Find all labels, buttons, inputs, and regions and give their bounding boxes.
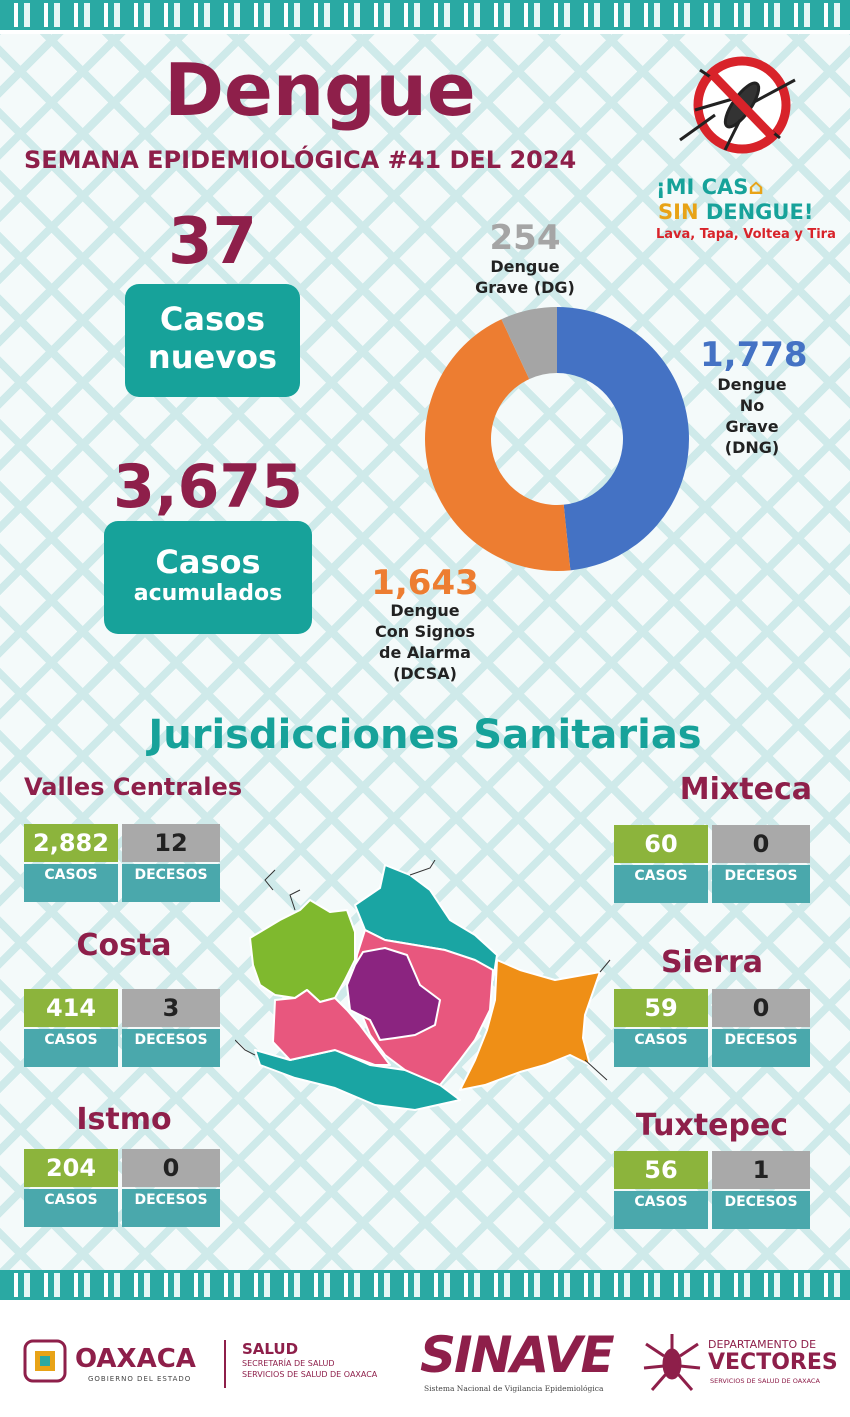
cases-value: 59 — [614, 989, 708, 1027]
valles-centrales-name: Valles Centrales — [24, 773, 243, 801]
new-cases-label-2: nuevos — [147, 338, 278, 376]
slice-dng — [557, 307, 690, 571]
map-region-mixteca — [249, 899, 356, 1003]
sinave-logo-sub: Sistema Nacional de Vigilancia Epidemiol… — [424, 1384, 604, 1393]
slice-dg — [501, 307, 557, 380]
new-cases-value: 37 — [167, 205, 258, 279]
salud-sub-1: SECRETARÍA DE SALUD — [242, 1359, 335, 1368]
oaxaca-jurisdictions-map — [235, 860, 611, 1111]
campaign-line-2: SIN DENGUE! — [658, 200, 814, 224]
dcsa-value-label: 1,643 — [371, 563, 479, 603]
no-mosquito-icon — [679, 56, 796, 154]
deaths-label: DECESOS — [122, 1029, 220, 1067]
dng-value-label: 1,778 — [700, 335, 808, 375]
costa-name: Costa — [76, 928, 172, 963]
sierra-name: Sierra — [660, 945, 764, 980]
oaxaca-seal-icon — [23, 1339, 67, 1383]
dg-value-label: 254 — [489, 218, 561, 258]
jurisdictions-title: Jurisdicciones Sanitarias — [148, 712, 702, 758]
cases-value: 60 — [614, 825, 708, 863]
valles-centrales-stats: 2,882 12 CASOS DECESOS — [24, 824, 220, 902]
cases-label: CASOS — [24, 1029, 118, 1067]
istmo-stats: 204 0 CASOS DECESOS — [24, 1149, 220, 1227]
deaths-label: DECESOS — [122, 1189, 220, 1227]
dg-category-label: Dengue Grave (DG) — [475, 257, 575, 297]
deaths-value: 3 — [122, 989, 220, 1027]
footer: OAXACA GOBIERNO DEL ESTADO SALUD SECRETA… — [0, 1300, 850, 1417]
new-cases-label-1: Casos — [159, 300, 266, 338]
house-icon: ⌂ — [748, 175, 764, 199]
total-cases-label-1: Casos — [155, 543, 261, 581]
dcsa-category-label: Dengue Con Signos de Alarma (DCSA) — [374, 601, 476, 683]
cases-label: CASOS — [614, 1191, 708, 1229]
cases-value: 414 — [24, 989, 118, 1027]
map-region-costa — [272, 989, 391, 1066]
deaths-label: DECESOS — [712, 1191, 810, 1229]
deaths-value: 12 — [122, 824, 220, 862]
tuxtepec-stats: 56 1 CASOS DECESOS — [614, 1151, 810, 1229]
deaths-label: DECESOS — [122, 864, 220, 902]
cases-value: 2,882 — [24, 824, 118, 862]
cases-label: CASOS — [614, 1029, 708, 1067]
cases-value: 204 — [24, 1149, 118, 1187]
vectores-line-3: SERVICIOS DE SALUD DE OAXACA — [710, 1377, 820, 1385]
vectores-mosquito-icon — [643, 1334, 701, 1391]
deaths-value: 0 — [712, 989, 810, 1027]
page-subtitle: SEMANA EPIDEMIOLÓGICA #41 DEL 2024 — [24, 146, 577, 174]
total-cases-box: Casos acumulados — [104, 521, 312, 634]
cases-label: CASOS — [24, 1189, 118, 1227]
oaxaca-logo-sub: GOBIERNO DEL ESTADO — [88, 1375, 192, 1383]
salud-logo-text: SALUD — [242, 1340, 299, 1358]
deaths-value: 1 — [712, 1151, 810, 1189]
cases-value: 56 — [614, 1151, 708, 1189]
cases-donut-chart — [424, 307, 690, 571]
top-decorative-band — [0, 0, 850, 30]
istmo-name: Istmo — [76, 1102, 172, 1137]
map-region-valles-centrales — [346, 947, 441, 1041]
sinave-logo-text: SINAVE — [420, 1326, 615, 1384]
cases-label: CASOS — [24, 864, 118, 902]
vectores-line-1: DEPARTAMENTO DE — [708, 1338, 817, 1351]
deaths-label: DECESOS — [712, 865, 810, 903]
deaths-value: 0 — [122, 1149, 220, 1187]
sierra-stats: 59 0 CASOS DECESOS — [614, 989, 810, 1067]
costa-stats: 414 3 CASOS DECESOS — [24, 989, 220, 1067]
footer-divider — [224, 1340, 226, 1388]
new-cases-box: Casos nuevos — [125, 284, 300, 397]
page-title: Dengue — [164, 48, 476, 132]
vectores-line-2: VECTORES — [708, 1350, 838, 1375]
salud-sub-2: SERVICIOS DE SALUD DE OAXACA — [242, 1370, 378, 1379]
oaxaca-logo-text: OAXACA — [75, 1344, 196, 1374]
mixteca-name: Mixteca — [679, 772, 812, 807]
map-region-istmo — [459, 959, 601, 1091]
bottom-decorative-band — [0, 1270, 850, 1300]
total-cases-value: 3,675 — [113, 452, 303, 522]
campaign-slogan: Lava, Tapa, Voltea y Tira — [656, 227, 836, 242]
deaths-label: DECESOS — [712, 1029, 810, 1067]
campaign-line-1: ¡MI CAS⌂ — [656, 175, 764, 199]
slice-dcsa — [424, 319, 571, 571]
dng-category-label: Dengue No Grave (DNG) — [717, 375, 787, 457]
deaths-value: 0 — [712, 825, 810, 863]
tuxtepec-name: Tuxtepec — [635, 1108, 789, 1143]
cases-label: CASOS — [614, 865, 708, 903]
mixteca-stats: 60 0 CASOS DECESOS — [614, 825, 810, 903]
total-cases-label-2: acumulados — [133, 581, 283, 606]
